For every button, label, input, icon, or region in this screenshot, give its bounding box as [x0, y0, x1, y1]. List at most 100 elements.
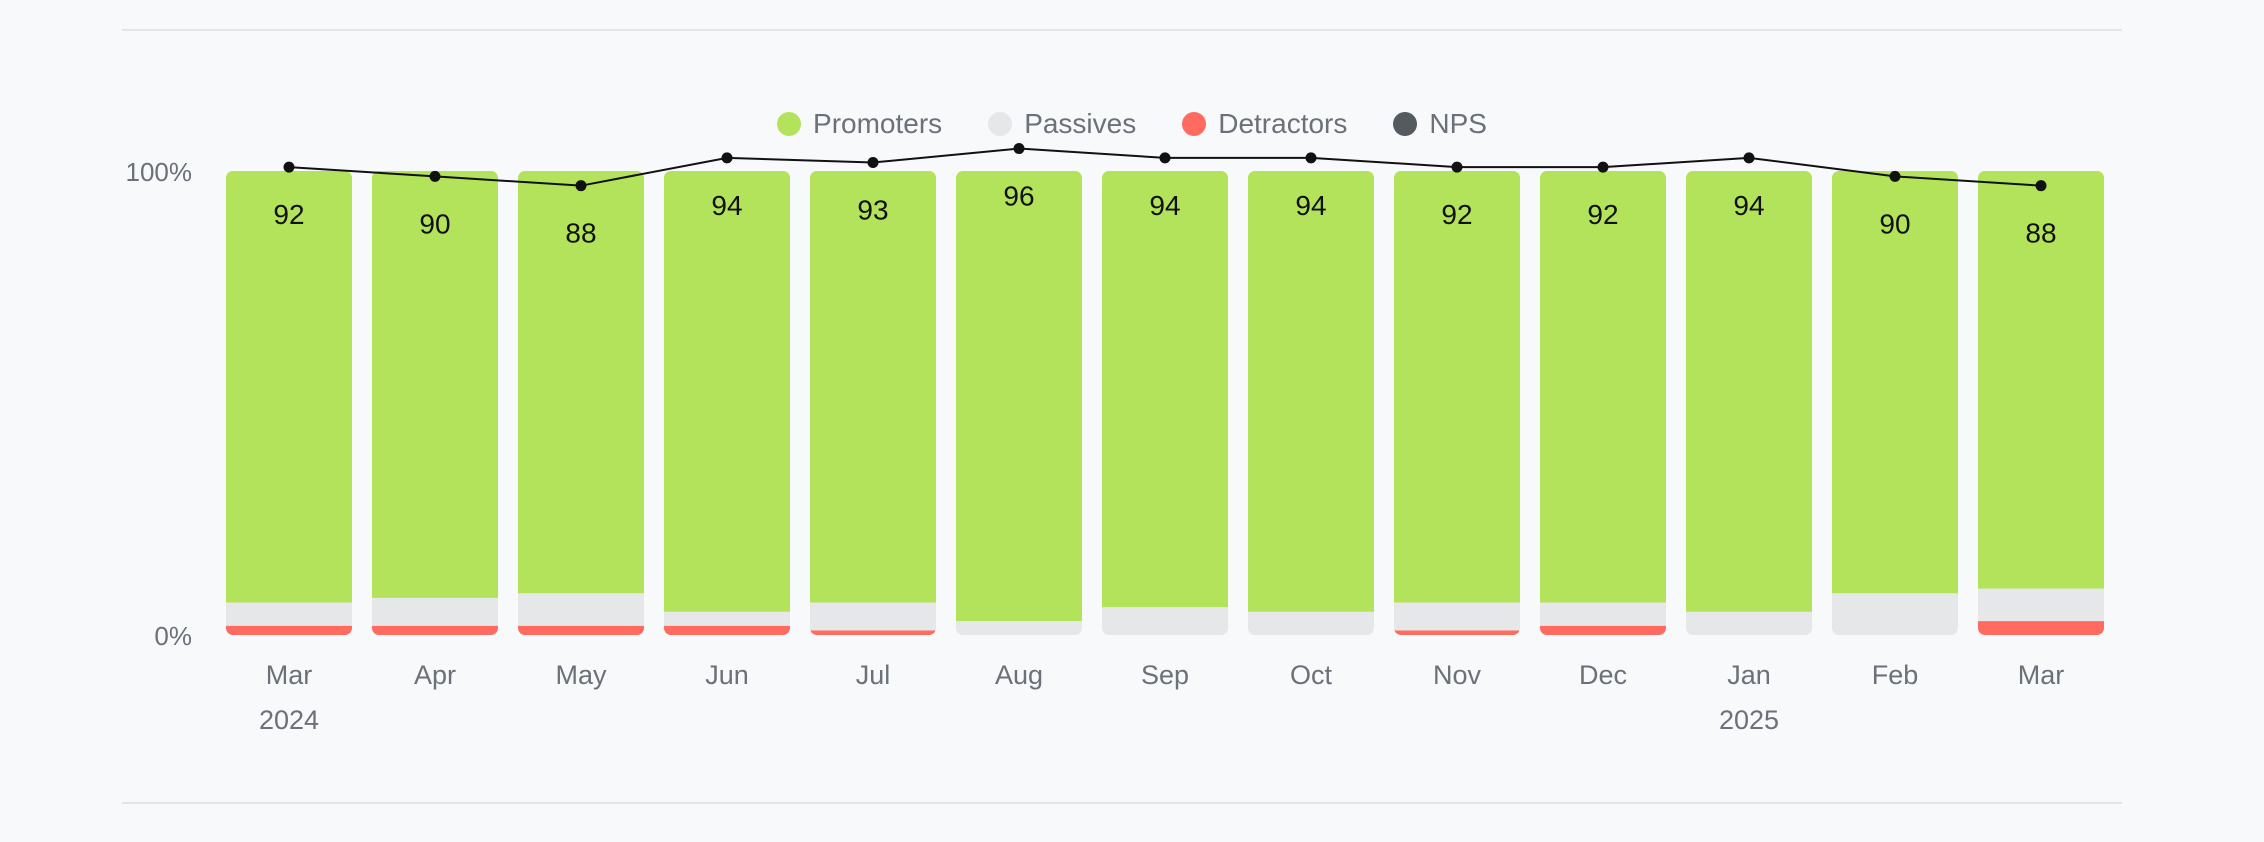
- nps-point[interactable]: [2035, 180, 2047, 192]
- promoters-segment[interactable]: [1248, 171, 1374, 612]
- nps-point[interactable]: [1159, 152, 1171, 164]
- bar-group[interactable]: [518, 171, 644, 635]
- bar-group[interactable]: [226, 171, 352, 635]
- x-tick-label: Sep: [1141, 660, 1189, 690]
- promoters-segment[interactable]: [1978, 171, 2104, 589]
- bar-group[interactable]: [1978, 171, 2104, 635]
- promoters-segment[interactable]: [664, 171, 790, 612]
- promoters-segment[interactable]: [518, 171, 644, 594]
- nps-data-label: 90: [419, 208, 450, 239]
- x-tick-label: Mar: [2018, 660, 2065, 690]
- x-tick-label: May: [555, 660, 607, 690]
- passives-segment[interactable]: [1686, 611, 1812, 635]
- legend-label-nps: NPS: [1429, 108, 1487, 139]
- nps-data-label: 88: [2025, 218, 2056, 249]
- nps-point[interactable]: [1013, 143, 1025, 155]
- bar-group[interactable]: [1248, 171, 1374, 635]
- x-year-label: 2024: [259, 705, 319, 735]
- promoters-segment[interactable]: [1686, 171, 1812, 612]
- passives-segment[interactable]: [956, 621, 1082, 635]
- x-tick-label: Nov: [1433, 660, 1482, 690]
- detractors-segment[interactable]: [518, 625, 644, 635]
- legend-item-nps[interactable]: NPS: [1393, 108, 1487, 140]
- legend-label-promoters: Promoters: [813, 108, 943, 139]
- detractors-segment[interactable]: [1540, 625, 1666, 635]
- nps-point[interactable]: [1743, 152, 1755, 164]
- bar-group[interactable]: [1540, 171, 1666, 635]
- nps-data-label: 94: [1149, 190, 1180, 221]
- nps-point[interactable]: [283, 161, 295, 173]
- nps-data-label: 92: [273, 199, 304, 230]
- passives-segment[interactable]: [1248, 611, 1374, 635]
- bar-group[interactable]: [1394, 171, 1520, 635]
- passives-segment[interactable]: [1102, 607, 1228, 635]
- detractors-segment[interactable]: [226, 625, 352, 635]
- nps-point[interactable]: [867, 156, 879, 168]
- x-tick-label: Mar: [266, 660, 313, 690]
- nps-swatch: [1393, 112, 1418, 136]
- bar-group[interactable]: [664, 171, 790, 635]
- top-divider: [122, 29, 2122, 31]
- nps-point[interactable]: [1451, 161, 1463, 173]
- detractors-segment[interactable]: [664, 625, 790, 635]
- promoters-segment[interactable]: [810, 171, 936, 603]
- passives-segment[interactable]: [518, 593, 644, 626]
- promoters-swatch: [777, 112, 802, 136]
- nps-point[interactable]: [1889, 170, 1901, 182]
- promoters-segment[interactable]: [956, 171, 1082, 622]
- x-tick-label: Dec: [1579, 660, 1627, 690]
- x-tick-label: Aug: [995, 660, 1043, 690]
- passives-segment[interactable]: [664, 611, 790, 626]
- x-year-label: 2025: [1719, 705, 1779, 735]
- bar-group[interactable]: [1686, 171, 1812, 635]
- passives-segment[interactable]: [810, 602, 936, 631]
- passives-segment[interactable]: [226, 602, 352, 626]
- x-tick-label: Oct: [1290, 660, 1333, 690]
- bar-group[interactable]: [1832, 171, 1958, 635]
- x-tick-label: Jul: [856, 660, 891, 690]
- detractors-segment[interactable]: [1978, 621, 2104, 635]
- promoters-segment[interactable]: [1394, 171, 1520, 603]
- nps-point[interactable]: [1305, 152, 1317, 164]
- promoters-segment[interactable]: [1102, 171, 1228, 608]
- nps-data-label: 94: [711, 190, 742, 221]
- chart-legend: Promoters Passives Detractors NPS: [0, 108, 2264, 140]
- nps-data-label: 93: [857, 194, 888, 225]
- detractors-segment[interactable]: [810, 630, 936, 635]
- bar-group[interactable]: [810, 171, 936, 635]
- nps-data-label: 94: [1733, 190, 1764, 221]
- bar-group[interactable]: [1102, 171, 1228, 635]
- nps-data-label: 92: [1441, 199, 1472, 230]
- detractors-segment[interactable]: [372, 625, 498, 635]
- nps-point[interactable]: [1597, 161, 1609, 173]
- legend-label-detractors: Detractors: [1218, 108, 1348, 139]
- passives-segment[interactable]: [1832, 593, 1958, 635]
- promoters-segment[interactable]: [1832, 171, 1958, 594]
- promoters-segment[interactable]: [1540, 171, 1666, 603]
- legend-item-promoters[interactable]: Promoters: [777, 108, 942, 140]
- promoters-segment[interactable]: [372, 171, 498, 598]
- nps-data-label: 90: [1879, 208, 1910, 239]
- nps-point[interactable]: [429, 170, 441, 182]
- detractors-segment[interactable]: [1394, 630, 1520, 635]
- nps-point[interactable]: [575, 180, 587, 192]
- nps-data-label: 88: [565, 218, 596, 249]
- y-tick-label: 100%: [126, 157, 193, 187]
- nps-point[interactable]: [721, 152, 733, 164]
- passives-swatch: [988, 112, 1013, 136]
- passives-segment[interactable]: [372, 597, 498, 626]
- promoters-segment[interactable]: [226, 171, 352, 603]
- passives-segment[interactable]: [1978, 588, 2104, 622]
- x-tick-label: Jan: [1727, 660, 1771, 690]
- bar-group[interactable]: [956, 171, 1082, 635]
- y-tick-label: 0%: [154, 621, 192, 651]
- nps-data-label: 96: [1003, 181, 1034, 212]
- passives-segment[interactable]: [1540, 602, 1666, 626]
- legend-item-passives[interactable]: Passives: [988, 108, 1136, 140]
- legend-item-detractors[interactable]: Detractors: [1182, 108, 1347, 140]
- bar-group[interactable]: [372, 171, 498, 635]
- passives-segment[interactable]: [1394, 602, 1520, 631]
- x-tick-label: Feb: [1872, 660, 1919, 690]
